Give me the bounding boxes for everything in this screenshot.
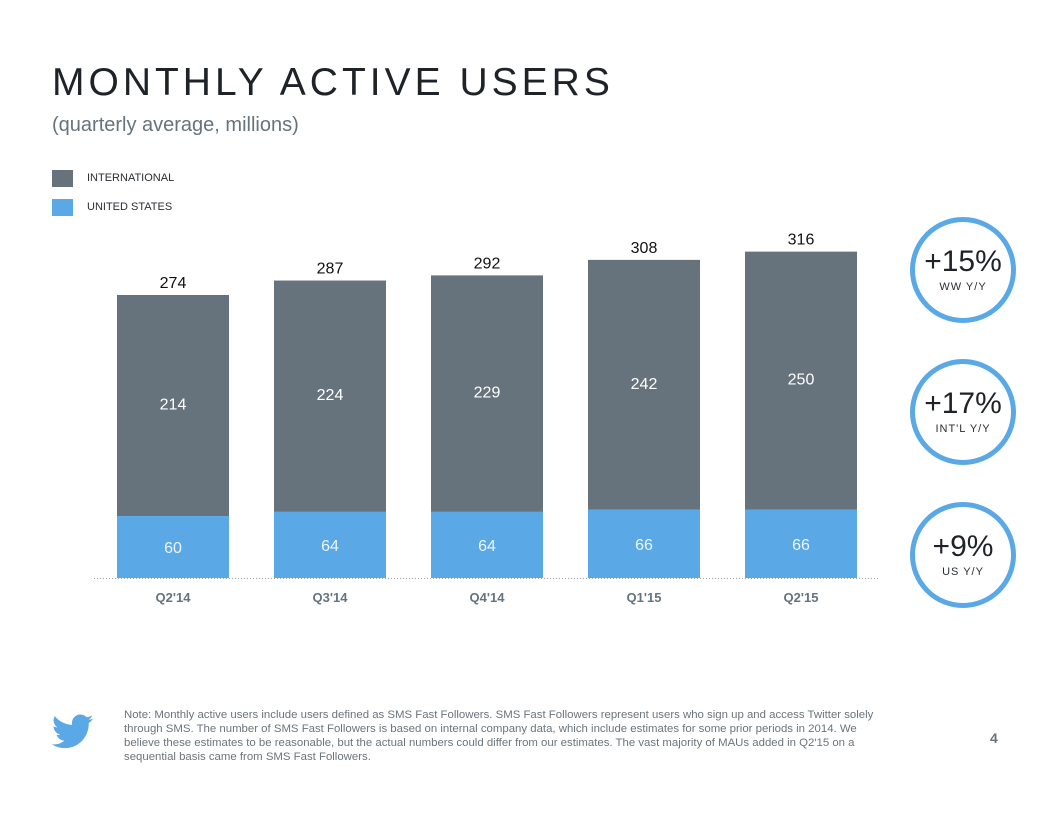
legend-label-international: INTERNATIONAL [87,172,175,184]
x-tick-label: Q1'15 [627,590,662,605]
kpi-circle-ww: +15% WW Y/Y [910,217,1016,323]
data-label-united-states: 66 [635,537,653,554]
x-tick-label: Q2'15 [784,590,819,605]
data-label-total: 308 [631,240,658,257]
bar-united-states [431,511,543,578]
bar-united-states [588,509,700,578]
bar-international [431,275,543,512]
page-title: MONTHLY ACTIVE USERS [52,61,614,104]
kpi-label-intl: INT'L Y/Y [935,423,991,435]
bar-international [274,280,386,512]
legend-swatch-united-states [52,198,73,216]
x-tick-label: Q3'14 [313,590,349,605]
bar-international [588,259,700,510]
data-label-united-states: 64 [321,538,339,555]
data-label-united-states: 66 [792,537,810,554]
data-label-international: 229 [474,385,501,402]
data-label-united-states: 60 [164,540,182,557]
legend-item-united-states: UNITED STATES [52,198,174,216]
kpi-value-ww: +15% [924,245,1002,278]
data-label-international: 214 [160,397,187,414]
page-subtitle: (quarterly average, millions) [52,114,299,136]
page-number: 4 [990,730,998,746]
data-label-total: 316 [788,232,815,249]
data-label-international: 242 [631,376,658,393]
data-label-international: 224 [317,387,344,404]
kpi-circle-intl: +17% INT'L Y/Y [910,359,1016,465]
kpi-label-us: US Y/Y [942,566,984,578]
x-tick-label: Q2'14 [156,590,192,605]
legend-label-united-states: UNITED STATES [87,201,173,213]
bar-united-states [745,509,857,578]
footnote: Note: Monthly active users include users… [124,709,874,763]
data-label-total: 274 [160,275,187,292]
data-label-united-states: 64 [478,538,496,555]
bar-united-states [274,511,386,578]
bar-united-states [117,516,229,578]
kpi-value-us: +9% [932,530,994,563]
kpi-circle-us: +9% US Y/Y [910,502,1016,608]
bar-international [745,251,857,510]
kpi-label-ww: WW Y/Y [939,281,987,293]
data-label-total: 287 [317,261,344,278]
bar-international [117,295,229,517]
twitter-bird-icon [52,714,94,749]
data-label-total: 292 [474,255,501,272]
x-tick-label: Q4'14 [470,590,506,605]
legend-swatch-international [52,169,73,187]
data-label-international: 250 [788,372,815,389]
chart-legend: INTERNATIONAL UNITED STATES [52,169,174,227]
kpi-value-intl: +17% [924,387,1002,420]
legend-item-international: INTERNATIONAL [52,169,174,187]
